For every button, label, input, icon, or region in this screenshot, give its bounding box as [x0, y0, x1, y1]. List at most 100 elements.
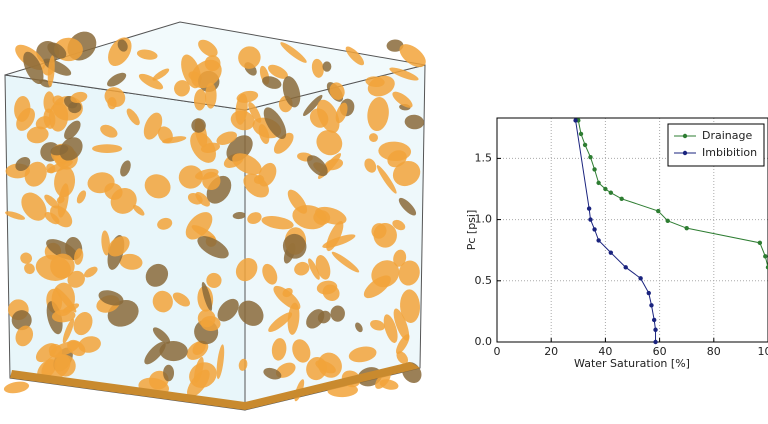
grain — [294, 261, 310, 276]
grain — [247, 212, 262, 225]
legend-marker — [682, 133, 688, 139]
x-tick-label: 60 — [653, 345, 667, 358]
point — [596, 238, 601, 243]
x-tick-label: 80 — [707, 345, 721, 358]
grain — [306, 155, 328, 177]
grain — [392, 160, 421, 187]
legend-marker — [682, 150, 688, 156]
grain — [198, 39, 218, 57]
y-tick-label: 0.5 — [475, 274, 493, 287]
grain — [216, 131, 238, 145]
grain — [238, 358, 248, 371]
grain — [98, 290, 124, 306]
grain — [47, 55, 55, 87]
series-line — [575, 120, 657, 342]
grain — [50, 253, 75, 279]
grain — [238, 46, 261, 69]
grain — [232, 212, 246, 220]
grain — [345, 46, 365, 66]
grain — [197, 236, 229, 259]
grain — [117, 39, 128, 52]
grain — [316, 280, 338, 295]
grain — [202, 171, 221, 191]
point — [578, 131, 584, 137]
point — [608, 190, 614, 195]
grain — [315, 255, 331, 280]
grain — [54, 354, 76, 377]
grain — [92, 144, 123, 153]
grain — [282, 233, 307, 259]
point — [649, 303, 654, 308]
grain — [145, 263, 169, 287]
grain — [216, 344, 225, 380]
grain — [258, 162, 277, 187]
point — [592, 167, 597, 172]
grain — [287, 189, 308, 214]
grain — [206, 272, 222, 288]
y-tick-label: 1.0 — [475, 213, 493, 226]
grain — [262, 76, 282, 89]
point — [665, 218, 670, 224]
grain — [263, 107, 287, 139]
grain — [35, 115, 52, 130]
grain — [393, 249, 407, 267]
grain — [191, 59, 222, 89]
point — [653, 327, 658, 332]
grain — [194, 357, 204, 383]
grain — [355, 322, 363, 333]
grain — [46, 160, 73, 173]
grain — [393, 308, 410, 341]
grain — [317, 310, 331, 324]
point — [684, 225, 689, 231]
grain — [261, 216, 294, 230]
grain — [396, 351, 409, 365]
point — [646, 290, 651, 296]
cube-base — [10, 362, 420, 410]
grain — [197, 309, 216, 328]
pore-rendering — [3, 21, 426, 411]
grain — [398, 260, 420, 286]
grain — [50, 205, 73, 228]
grain — [262, 263, 278, 285]
legend-label: Drainage — [702, 129, 752, 142]
grain — [21, 192, 47, 221]
grain — [378, 141, 412, 161]
grain — [236, 90, 259, 103]
grain — [282, 76, 301, 108]
point — [623, 265, 628, 270]
grain — [192, 340, 206, 356]
grain — [144, 174, 171, 199]
grain — [5, 211, 26, 220]
grain — [311, 58, 324, 78]
grain — [386, 39, 404, 52]
x-tick-label: 100 — [758, 345, 768, 358]
grain — [15, 325, 34, 347]
grain — [56, 196, 65, 204]
grain — [396, 334, 410, 355]
grain — [24, 263, 35, 275]
grain — [107, 72, 127, 87]
point — [596, 180, 601, 186]
grain — [302, 94, 323, 117]
legend-label: Imbibition — [702, 146, 757, 159]
grain — [84, 266, 98, 278]
grain — [331, 251, 360, 273]
grain — [389, 67, 419, 81]
point — [638, 276, 643, 281]
grain — [205, 82, 217, 109]
point — [619, 196, 624, 201]
grain — [119, 253, 143, 270]
grain — [172, 292, 190, 307]
grain — [163, 364, 175, 382]
point — [763, 254, 768, 259]
grain — [24, 161, 47, 187]
grain — [157, 126, 173, 144]
grain — [373, 222, 397, 248]
grain — [157, 217, 173, 230]
grain — [398, 197, 417, 216]
grain — [371, 260, 400, 288]
grain — [248, 102, 262, 123]
grain — [23, 51, 44, 85]
point — [653, 339, 658, 345]
